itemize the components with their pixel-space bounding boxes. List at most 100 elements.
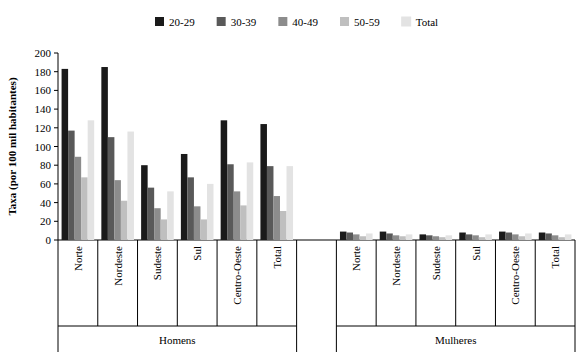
y-tick bbox=[54, 71, 58, 72]
bar bbox=[260, 124, 267, 240]
x-tick-label: Sudeste bbox=[430, 246, 442, 280]
bar bbox=[366, 233, 373, 240]
bar bbox=[353, 234, 360, 240]
y-tick bbox=[54, 109, 58, 110]
bar bbox=[187, 177, 194, 240]
bar bbox=[466, 234, 473, 240]
y-tick-label: 100 bbox=[35, 141, 52, 153]
category-separator bbox=[336, 240, 337, 352]
legend-label: Total bbox=[416, 16, 438, 28]
bar bbox=[267, 166, 274, 240]
bar bbox=[360, 236, 367, 240]
bar bbox=[346, 233, 353, 240]
bar bbox=[234, 191, 241, 240]
bar bbox=[181, 154, 188, 240]
bar bbox=[399, 236, 406, 240]
category-separator bbox=[177, 240, 178, 326]
x-tick-label: Total bbox=[549, 246, 561, 268]
x-tick-label: Nordeste bbox=[112, 246, 124, 286]
bar bbox=[108, 137, 115, 240]
bar bbox=[380, 232, 387, 240]
bar bbox=[386, 233, 393, 240]
y-tick bbox=[54, 146, 58, 147]
bar bbox=[519, 236, 526, 240]
category-separator bbox=[575, 240, 576, 352]
legend-item: 40-49 bbox=[278, 16, 318, 28]
y-tick-label: 120 bbox=[35, 122, 52, 134]
category-separator bbox=[415, 240, 416, 326]
y-tick bbox=[54, 53, 58, 54]
y-tick-label: 140 bbox=[35, 103, 52, 115]
y-tick bbox=[54, 202, 58, 203]
bar bbox=[161, 219, 168, 240]
legend-item: 30-39 bbox=[217, 16, 257, 28]
category-separator bbox=[455, 240, 456, 326]
bar bbox=[62, 69, 69, 240]
y-tick bbox=[54, 165, 58, 166]
y-tick bbox=[54, 183, 58, 184]
legend-item: 20-29 bbox=[155, 16, 195, 28]
bar bbox=[154, 208, 161, 240]
bar bbox=[539, 233, 546, 240]
legend-item: Total bbox=[402, 16, 438, 28]
x-tick-label: Nordeste bbox=[390, 246, 402, 286]
x-tick-label: Sudeste bbox=[151, 246, 163, 280]
chart: 20-29 30-39 40-49 50-59 Total Taxa (por 100 m… bbox=[0, 0, 582, 357]
x-tick-label: Sul bbox=[191, 246, 203, 261]
y-axis bbox=[58, 53, 59, 240]
group-line bbox=[336, 326, 575, 327]
group-line bbox=[58, 326, 297, 327]
legend-label: 40-49 bbox=[292, 16, 318, 28]
bar bbox=[200, 219, 207, 240]
bar bbox=[420, 234, 427, 240]
category-separator bbox=[217, 240, 218, 326]
bar bbox=[141, 165, 148, 240]
y-tick bbox=[54, 90, 58, 91]
x-tick-label: Sul bbox=[470, 246, 482, 261]
legend-item: 50-59 bbox=[340, 16, 380, 28]
category-separator bbox=[296, 240, 297, 352]
category-separator bbox=[256, 240, 257, 326]
bar bbox=[426, 235, 433, 240]
y-tick bbox=[54, 240, 58, 241]
bar bbox=[227, 164, 234, 240]
legend-swatch bbox=[217, 17, 226, 26]
legend-swatch bbox=[155, 17, 164, 26]
y-tick bbox=[54, 221, 58, 222]
bar bbox=[221, 120, 228, 240]
bar bbox=[340, 232, 347, 240]
bar bbox=[273, 196, 280, 240]
bar bbox=[393, 235, 400, 240]
y-tick-label: 200 bbox=[35, 47, 52, 59]
y-tick-label: 180 bbox=[35, 66, 52, 78]
y-tick-label: 160 bbox=[35, 84, 52, 96]
category-separator bbox=[535, 240, 536, 326]
bar bbox=[558, 237, 565, 240]
bar bbox=[506, 233, 513, 240]
bar bbox=[127, 132, 134, 240]
bar bbox=[545, 233, 552, 240]
x-axis bbox=[58, 240, 575, 241]
bar bbox=[88, 120, 95, 240]
bar bbox=[148, 188, 155, 240]
legend-label: 30-39 bbox=[231, 16, 257, 28]
bar bbox=[472, 235, 479, 240]
legend-swatch bbox=[278, 17, 287, 26]
y-axis-label: Taxa (por 100 mil habitantes) bbox=[6, 77, 19, 215]
bar bbox=[167, 191, 174, 240]
bar bbox=[406, 234, 413, 240]
category-separator bbox=[137, 240, 138, 326]
bar bbox=[75, 157, 82, 240]
bar bbox=[280, 211, 287, 240]
group-label: Mulheres bbox=[435, 334, 477, 346]
bar bbox=[433, 236, 440, 240]
bar bbox=[525, 233, 532, 240]
x-tick-label: Norte bbox=[350, 246, 362, 271]
y-tick-label: 0 bbox=[46, 234, 52, 246]
bar bbox=[479, 237, 486, 240]
legend-swatch bbox=[340, 17, 349, 26]
y-tick-label: 80 bbox=[40, 159, 52, 171]
bar bbox=[207, 184, 214, 240]
bar bbox=[240, 205, 247, 240]
bar bbox=[101, 67, 108, 240]
